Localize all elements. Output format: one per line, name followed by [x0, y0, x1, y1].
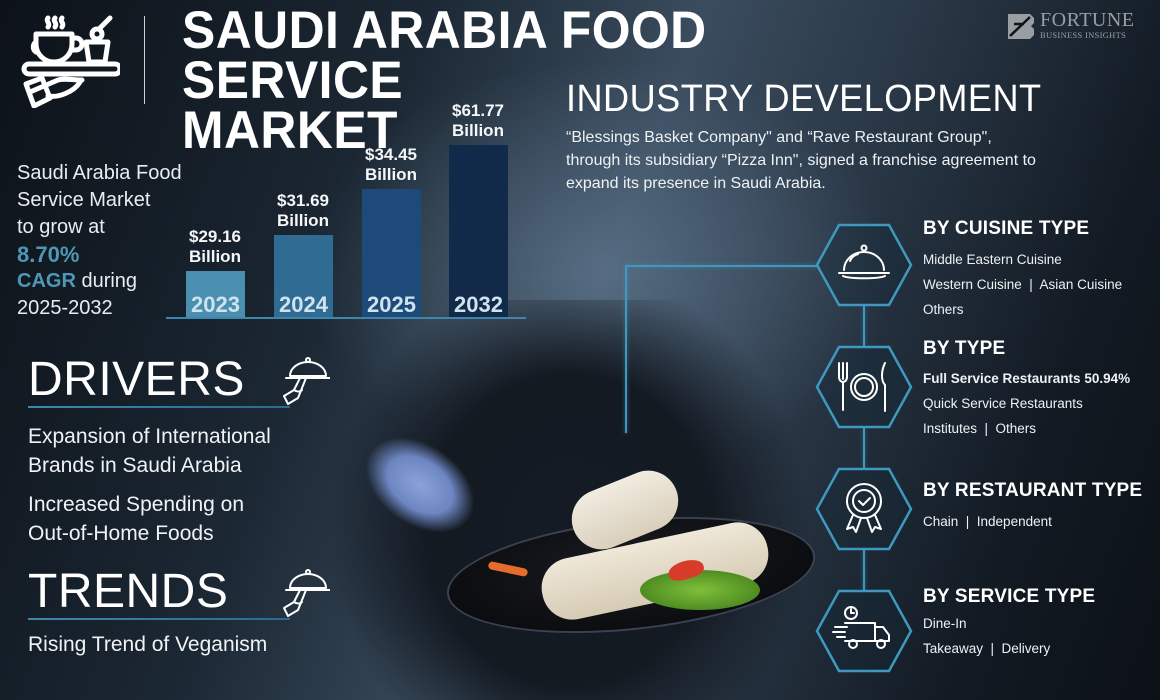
driver-item: Increased Spending on Out-of-Home Foods — [28, 490, 244, 548]
trends-underline — [28, 618, 290, 620]
bar-value-unit: Billion — [277, 211, 329, 230]
bar-2023: 2023 — [186, 271, 245, 317]
segment-title: BY CUISINE TYPE — [923, 218, 1090, 239]
drivers-title: DRIVERS — [28, 353, 245, 406]
connector-line — [863, 428, 865, 468]
cagr-during: during — [75, 270, 138, 292]
brand-logo: FORTUNE BUSINESS INSIGHTS — [1006, 9, 1152, 41]
bar-year-label: 2024 — [279, 292, 328, 317]
bar-value-unit: Billion — [189, 247, 241, 266]
bar-2025: 2025 — [362, 189, 421, 317]
delivery-truck-icon — [815, 589, 913, 673]
segment-item: Chain | Independent — [923, 514, 1052, 529]
cagr-rate: 8.70% — [17, 242, 80, 267]
header-divider — [144, 16, 145, 104]
driver-item-line: Brands in Saudi Arabia — [28, 454, 242, 477]
connector-line — [625, 265, 819, 267]
bar-year-label: 2032 — [454, 292, 503, 317]
segment-item: Western Cuisine | Asian Cuisine — [923, 277, 1123, 292]
bar-value-label: $61.77 Billion — [433, 101, 523, 141]
award-badge-icon — [815, 467, 913, 551]
cagr-text-line: to grow at — [17, 216, 105, 238]
bar-value-unit: Billion — [452, 121, 504, 140]
bar-value-label: $31.69 Billion — [258, 191, 348, 231]
cagr-block: Saudi Arabia Food Service Market to grow… — [17, 160, 182, 322]
driver-item-line: Out-of-Home Foods — [28, 522, 214, 545]
bar-value-label: $34.45 Billion — [346, 145, 436, 185]
bar-value: $34.45 — [365, 145, 417, 164]
segment-item: Takeaway | Delivery — [923, 641, 1051, 656]
drivers-underline — [28, 406, 290, 408]
title-line-2: MARKET — [182, 101, 398, 160]
fork-plate-knife-icon — [815, 345, 913, 429]
bar-value: $61.77 — [452, 101, 504, 120]
connector-line — [625, 265, 627, 433]
cagr-text-line: Saudi Arabia Food — [17, 162, 182, 184]
cloche-icon — [815, 223, 913, 307]
segment-item: Middle Eastern Cuisine — [923, 252, 1062, 267]
connector-line — [863, 306, 865, 346]
title-line-1: SAUDI ARABIA FOOD SERVICE — [182, 1, 707, 110]
trends-title: TRENDS — [28, 565, 229, 618]
bar-year-label: 2025 — [367, 292, 416, 317]
driver-item: Expansion of International Brands in Sau… — [28, 422, 271, 480]
segment-item: Institutes | Others — [923, 421, 1037, 436]
segment-title: BY SERVICE TYPE — [923, 586, 1096, 607]
industry-development-title: INDUSTRY DEVELOPMENT — [566, 78, 1042, 120]
salad-garnish — [640, 570, 760, 610]
segment-title: BY TYPE — [923, 338, 1006, 359]
trend-item: Rising Trend of Veganism — [28, 633, 268, 656]
serving-hand-icon — [283, 569, 330, 617]
bar-value-label: $29.16 Billion — [170, 227, 260, 267]
segment-item: Others — [923, 302, 964, 317]
bar-2032: 2032 — [449, 145, 508, 317]
cagr-period: 2025-2032 — [17, 297, 113, 319]
bar-value: $29.16 — [189, 227, 241, 246]
brand-name: FORTUNE — [1040, 9, 1135, 31]
bar-value-unit: Billion — [365, 165, 417, 184]
segment-item: Dine-In — [923, 616, 967, 631]
bar-2024: 2024 — [274, 235, 333, 317]
serving-hand-icon — [283, 357, 330, 405]
cagr-label: CAGR — [17, 270, 76, 292]
bar-year-label: 2023 — [191, 292, 240, 317]
page-title: SAUDI ARABIA FOOD SERVICE MARKET — [182, 1, 934, 160]
segment-title: BY RESTAURANT TYPE — [923, 480, 1143, 501]
driver-item-line: Expansion of International — [28, 425, 271, 448]
segment-item: Full Service Restaurants 50.94% — [923, 371, 1131, 386]
chart-baseline — [166, 317, 526, 319]
segment-item: Quick Service Restaurants — [923, 396, 1083, 411]
market-size-bar-chart: 2023 $29.16 Billion 2024 $31.69 Billion 2025 $3… — [166, 90, 526, 320]
fortune-logo-icon — [1008, 14, 1034, 39]
waiter-tray-icon — [21, 15, 120, 108]
connector-line — [863, 550, 865, 590]
cagr-text-line: Service Market — [17, 189, 151, 211]
brand-subtitle: BUSINESS INSIGHTS — [1040, 30, 1127, 40]
bar-value: $31.69 — [277, 191, 329, 210]
driver-item-line: Increased Spending on — [28, 493, 244, 516]
industry-development-text: “Blessings Basket Company" and “Rave Res… — [566, 129, 1036, 192]
